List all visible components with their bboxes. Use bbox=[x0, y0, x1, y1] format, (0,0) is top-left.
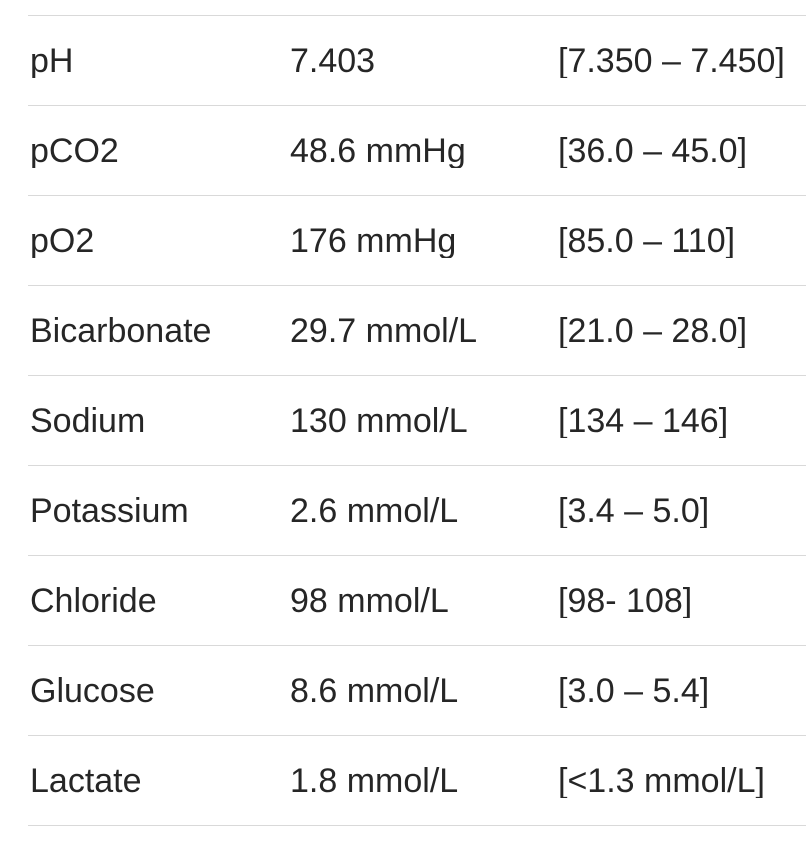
analyte-label: pH bbox=[30, 43, 74, 78]
reference-range: [<1.3 mmol/L] bbox=[558, 763, 765, 798]
lab-results-table: pH 7.403 [7.350 – 7.450] pCO2 48.6 mmHg … bbox=[28, 15, 806, 826]
result-value: 98 mmol/L bbox=[290, 583, 449, 618]
result-value: 7.403 bbox=[290, 43, 376, 78]
reference-range: [7.350 – 7.450] bbox=[558, 43, 785, 78]
reference-range: [85.0 – 110] bbox=[558, 223, 736, 258]
table-row: Glucose 8.6 mmol/L [3.0 – 5.4] bbox=[28, 646, 806, 736]
table-row: Chloride 98 mmol/L [98- 108] bbox=[28, 556, 806, 646]
reference-range: [98- 108] bbox=[558, 583, 693, 618]
analyte-label: Potassium bbox=[30, 493, 189, 528]
result-value: 8.6 mmol/L bbox=[290, 673, 459, 708]
reference-range: [36.0 – 45.0] bbox=[558, 133, 748, 168]
analyte-label: Bicarbonate bbox=[30, 313, 212, 348]
reference-range: [3.0 – 5.4] bbox=[558, 673, 710, 708]
analyte-label: Glucose bbox=[30, 673, 155, 708]
reference-range: [3.4 – 5.0] bbox=[558, 493, 710, 528]
analyte-label: Chloride bbox=[30, 583, 157, 618]
table-row: Potassium 2.6 mmol/L [3.4 – 5.0] bbox=[28, 466, 806, 556]
analyte-label: pCO2 bbox=[30, 133, 119, 168]
result-value: 48.6 mmHg bbox=[290, 133, 466, 168]
analyte-label: Lactate bbox=[30, 763, 142, 798]
table-row: pO2 176 mmHg [85.0 – 110] bbox=[28, 196, 806, 286]
table-row: pH 7.403 [7.350 – 7.450] bbox=[28, 16, 806, 106]
table-row: pCO2 48.6 mmHg [36.0 – 45.0] bbox=[28, 106, 806, 196]
table-row: Sodium 130 mmol/L [134 – 146] bbox=[28, 376, 806, 466]
analyte-label: Sodium bbox=[30, 403, 146, 438]
result-value: 176 mmHg bbox=[290, 223, 457, 258]
result-value: 29.7 mmol/L bbox=[290, 313, 478, 348]
result-value: 130 mmol/L bbox=[290, 403, 468, 438]
table-row: Bicarbonate 29.7 mmol/L [21.0 – 28.0] bbox=[28, 286, 806, 376]
reference-range: [21.0 – 28.0] bbox=[558, 313, 748, 348]
table-row: Lactate 1.8 mmol/L [<1.3 mmol/L] bbox=[28, 736, 806, 826]
analyte-label: pO2 bbox=[30, 223, 95, 258]
result-value: 1.8 mmol/L bbox=[290, 763, 459, 798]
reference-range: [134 – 146] bbox=[558, 403, 729, 438]
result-value: 2.6 mmol/L bbox=[290, 493, 459, 528]
